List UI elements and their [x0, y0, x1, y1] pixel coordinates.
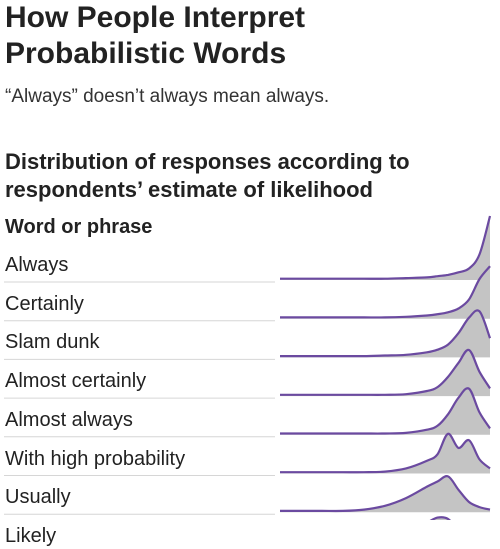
row-label-almost-always: Almost always	[5, 408, 133, 431]
row-label-likely: Likely	[5, 524, 57, 547]
ridge-line-almost-certainly	[280, 348, 491, 396]
row-label-with-high-probability: With high probability	[5, 447, 186, 470]
ridge-line-certainly	[280, 265, 491, 319]
ridge-line-usually	[280, 475, 491, 513]
row-label-slam-dunk: Slam dunk	[5, 331, 100, 354]
ridge-fill-almost-always	[280, 388, 490, 435]
ridgeline-chart	[4, 215, 492, 520]
page-title: How People Interpret Probabilistic Words	[5, 1, 306, 70]
chart-title: Distribution of responses according to r…	[5, 149, 410, 202]
row-label-usually: Usually	[5, 486, 71, 509]
ridge-line-slam-dunk	[279, 309, 492, 358]
row-label-almost-certainly: Almost certainly	[5, 370, 147, 393]
ridge-line-always	[279, 215, 492, 280]
ridge-fill-usually	[280, 476, 490, 513]
ridge-fill-with-high-probability	[280, 433, 490, 474]
column-header: Word or phrase	[5, 216, 153, 238]
ridge-line-with-high-probability	[280, 432, 491, 474]
row-label-always: Always	[5, 254, 69, 276]
ridge-fill-always	[280, 216, 490, 280]
row-label-certainly: Certainly	[5, 292, 84, 315]
ridge-fill-certainly	[280, 266, 490, 319]
ridge-line-almost-always	[280, 387, 491, 435]
page-subtitle: “Always” doesn’t always mean always.	[5, 86, 330, 107]
